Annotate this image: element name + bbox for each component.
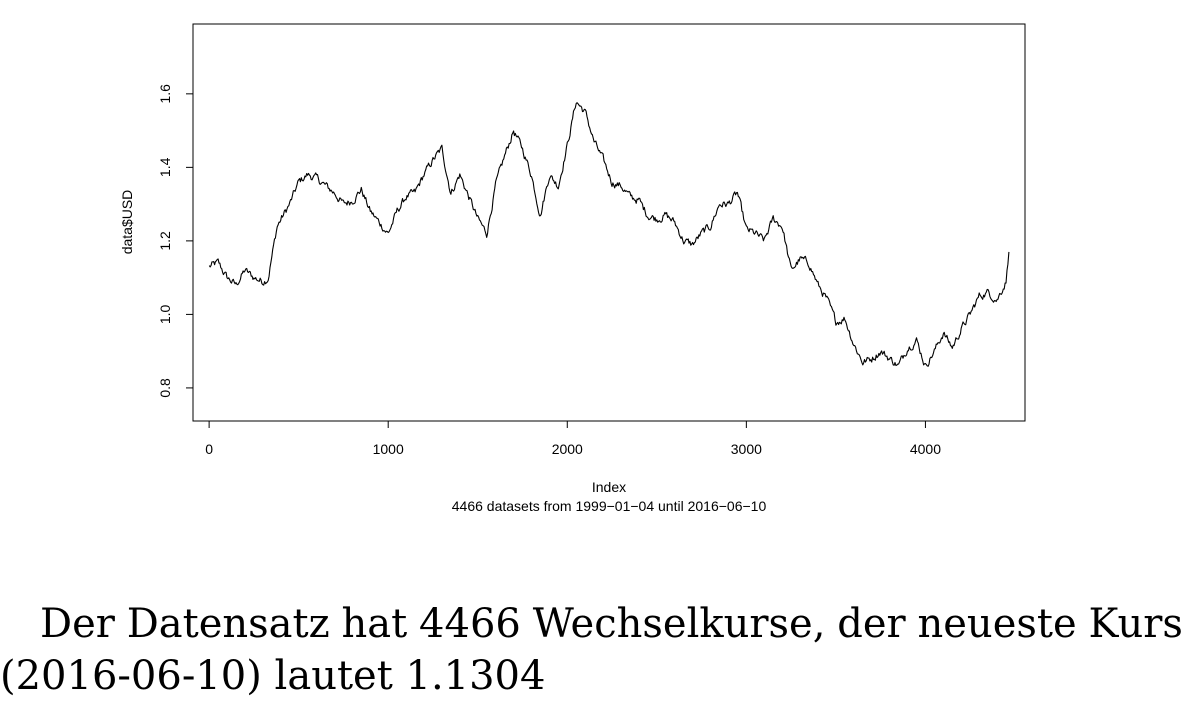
y-tick-label: 0.8	[157, 378, 173, 398]
x-tick-label: 0	[205, 441, 213, 457]
y-tick-label: 1.0	[157, 304, 173, 324]
y-axis-label: data$USD	[119, 190, 135, 255]
x-axis-label: Index	[592, 479, 626, 495]
series-line-usd	[208, 102, 1010, 367]
x-tick-label: 2000	[552, 441, 583, 457]
summary-word: 4466	[419, 601, 521, 647]
x-tick-label: 4000	[910, 441, 941, 457]
summary-line-1: Der Datensatz hat 4466 Wechselkurse, der neues…	[0, 598, 1191, 650]
summary-word: Kurs	[1088, 601, 1183, 647]
x-axis: 0 1000 2000 3000 4000	[205, 420, 941, 457]
line-chart: 0 1000 2000 3000 4000 0.81.01.21.41.6 Index …	[119, 23, 1026, 514]
summary-word: neueste	[917, 601, 1077, 647]
summary-line-2: (2016-06-10) lautet 1.1304	[0, 653, 546, 699]
summary-word: Der	[40, 601, 115, 647]
x-tick-label: 1000	[373, 441, 404, 457]
summary-word: Wechselkurse,	[532, 601, 826, 647]
summary-word: hat	[341, 601, 408, 647]
y-tick-label: 1.4	[157, 157, 173, 177]
y-tick-label: 1.2	[157, 231, 173, 251]
summary-word: der	[837, 601, 906, 647]
y-axis: 0.8 1.0 1.2 1.4 1.6	[157, 84, 194, 398]
summary-paragraph: Der Datensatz hat 4466 Wechselkurse, der neues…	[0, 598, 1191, 702]
x-tick-label: 3000	[731, 441, 762, 457]
y-tick-label: 1.6	[157, 84, 173, 104]
summary-word: Datensatz	[126, 601, 330, 647]
chart-subtitle: 4466 datasets from 1999−01−04 until 2016…	[452, 498, 767, 514]
